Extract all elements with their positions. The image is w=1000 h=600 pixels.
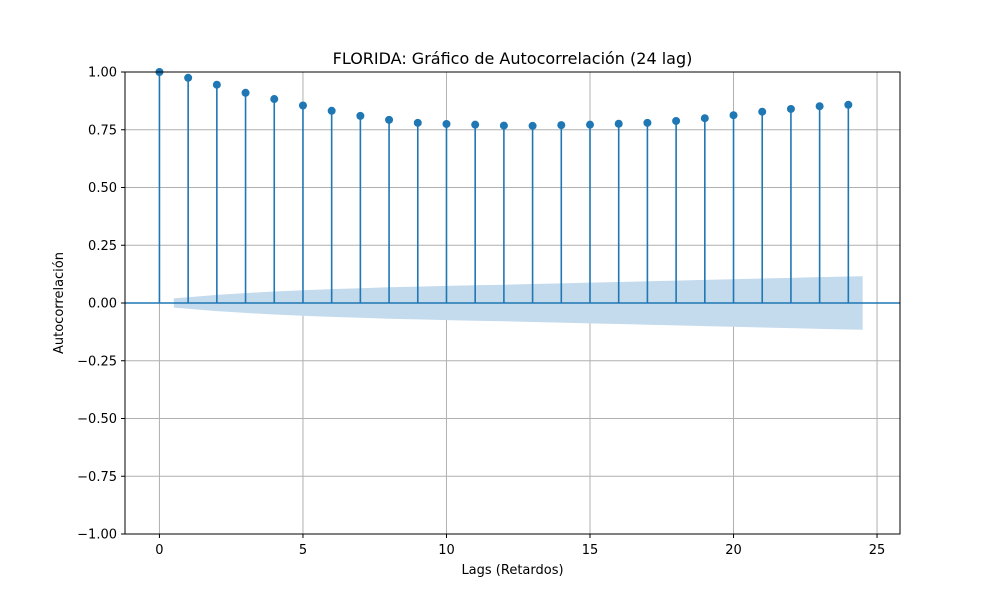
y-tick-label: 0.00 — [88, 297, 117, 312]
acf-point — [844, 100, 853, 109]
acf-point — [729, 111, 738, 120]
acf-point — [241, 88, 250, 97]
acf-point — [184, 73, 193, 82]
acf-point — [442, 119, 451, 128]
x-axis-label: Lags (Retardos) — [461, 563, 563, 578]
acf-point — [758, 107, 767, 116]
acf-point — [270, 95, 279, 104]
x-tick-label: 10 — [438, 543, 455, 558]
y-tick-label: −1.00 — [77, 528, 117, 543]
acf-stems — [158, 72, 850, 303]
y-tick-label: 0.50 — [88, 181, 117, 196]
y-tick-label: −0.75 — [77, 470, 117, 485]
y-tick-label: 1.00 — [88, 66, 117, 81]
x-tick-label: 0 — [155, 543, 163, 558]
acf-point — [385, 115, 394, 124]
chart-title: FLORIDA: Gráfico de Autocorrelación (24 … — [333, 49, 693, 68]
y-axis-label: Autocorrelación — [52, 252, 67, 354]
acf-point — [643, 118, 652, 127]
x-ticks: 0 5 10 15 20 25 — [155, 534, 885, 558]
x-tick-label: 25 — [869, 543, 886, 558]
y-tick-label: 0.75 — [88, 123, 117, 138]
acf-point — [499, 121, 508, 130]
acf-point — [327, 106, 336, 115]
acf-point — [413, 118, 422, 127]
acf-point — [528, 121, 537, 130]
y-tick-label: −0.50 — [77, 412, 117, 427]
x-tick-label: 15 — [582, 543, 599, 558]
acf-point — [700, 114, 709, 123]
acf-point — [471, 120, 480, 129]
y-tick-label: −0.25 — [77, 354, 117, 369]
x-tick-label: 5 — [299, 543, 307, 558]
acf-point — [356, 111, 365, 120]
acf-point — [557, 121, 566, 130]
acf-markers — [155, 68, 853, 130]
acf-point — [212, 80, 221, 89]
y-ticks: −1.00 −0.75 −0.50 −0.25 0.00 0.25 0.50 0.75 1.00 — [77, 66, 125, 543]
acf-point — [586, 120, 594, 129]
x-tick-label: 20 — [725, 543, 742, 558]
acf-point — [298, 101, 307, 110]
acf-point — [672, 116, 681, 125]
acf-point — [786, 104, 795, 113]
y-tick-label: 0.25 — [88, 239, 117, 254]
acf-point — [614, 119, 623, 128]
acf-point — [815, 102, 824, 111]
